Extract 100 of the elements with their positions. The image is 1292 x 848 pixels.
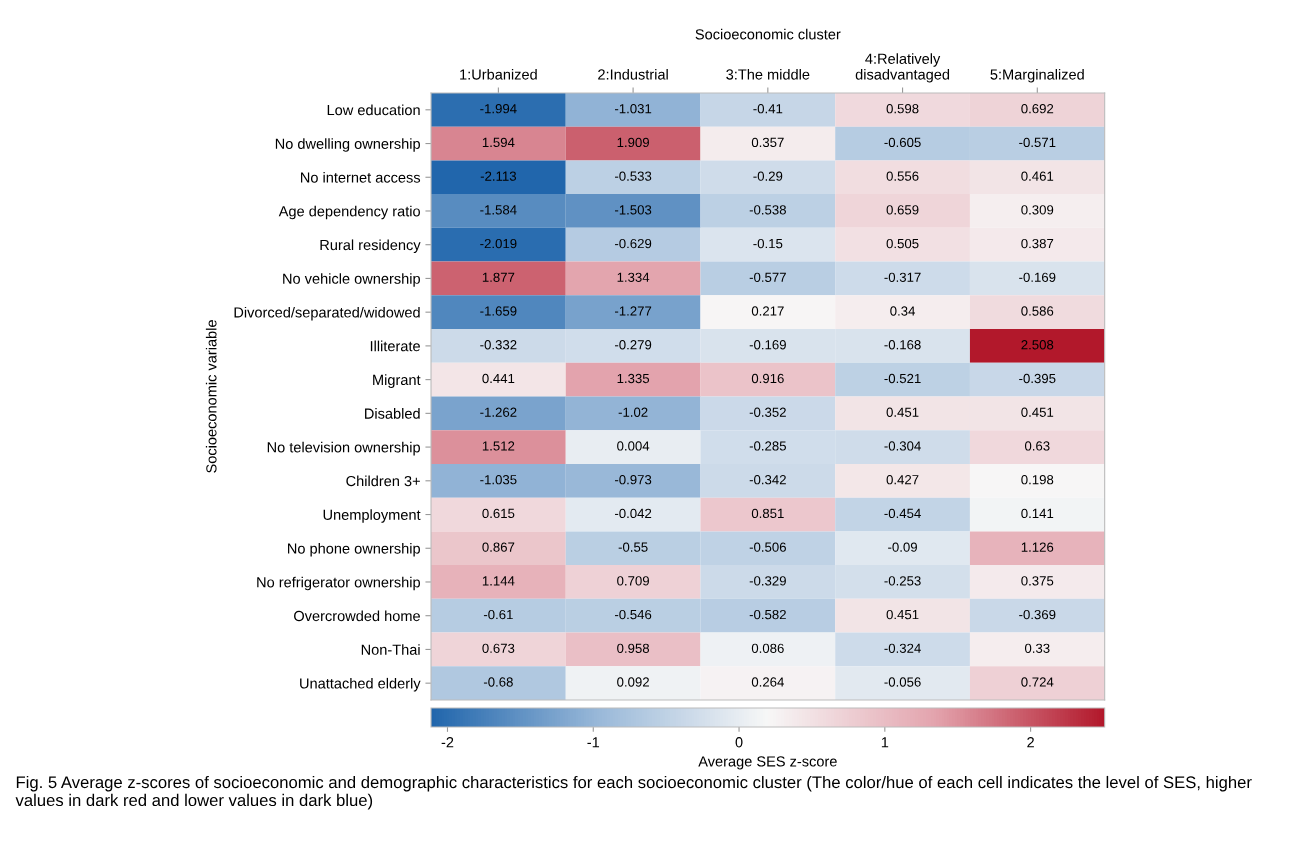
data-label: 1.144: [482, 576, 515, 586]
color-bar-label: 1: [881, 737, 889, 748]
data-label: 0.63: [1024, 441, 1050, 451]
color-bar-label: 0: [735, 737, 743, 748]
data-label: 0.004: [617, 441, 650, 451]
data-label: 0.586: [1021, 306, 1054, 316]
data-label: 1.877: [482, 272, 515, 282]
data-label: -0.521: [884, 373, 921, 384]
y-tick-label: Illiterate: [370, 340, 420, 352]
data-label: 0.427: [886, 475, 919, 485]
data-label: 0.264: [751, 677, 784, 687]
y-tick-label: No phone ownership: [288, 542, 420, 557]
data-label: -0.304: [884, 441, 921, 451]
data-label: 0.851: [751, 508, 784, 519]
data-label: -0.546: [614, 609, 652, 620]
data-label: 1.335: [617, 373, 650, 384]
data-label: -0.324: [884, 643, 921, 653]
data-label: 0.958: [617, 643, 650, 653]
data-label: 0.375: [1021, 576, 1054, 586]
data-label: -0.342: [749, 475, 786, 485]
y-tick-label: No internet access: [301, 171, 421, 183]
data-label: -0.09: [888, 542, 917, 552]
data-label: -0.973: [614, 475, 652, 485]
data-label: 0.387: [1021, 238, 1054, 249]
data-label: -0.533: [614, 171, 652, 181]
data-label: 2.508: [1021, 340, 1054, 350]
data-label: -1.994: [480, 104, 517, 114]
data-label: -0.056: [884, 677, 921, 687]
data-label: 1.594: [482, 137, 515, 148]
y-tick-label: Disabled: [365, 408, 420, 419]
data-label: 0.451: [1021, 407, 1054, 417]
data-label: 0.092: [617, 677, 649, 687]
data-label: 0.673: [482, 643, 515, 653]
y-tick-label: Low education: [327, 104, 420, 116]
data-label: -1.584: [480, 205, 517, 215]
color-bar-label: 2: [1027, 737, 1034, 748]
data-label: 0.33: [1024, 643, 1050, 653]
y-tick-label: No refrigerator ownership: [257, 576, 420, 591]
data-label: 1.126: [1021, 542, 1054, 552]
data-label: 0.461: [1021, 171, 1054, 181]
data-label: 0.556: [886, 171, 919, 181]
data-label: -1.035: [480, 475, 517, 485]
x-axis-title: Socioeconomic cluster: [695, 28, 841, 40]
data-label: 1.909: [617, 137, 649, 148]
y-tick-label: Unattached elderly: [300, 677, 421, 692]
data-label: 0.309: [1021, 205, 1054, 215]
data-label: 0.659: [886, 205, 919, 215]
data-label: -0.253: [884, 576, 921, 586]
data-label: -0.577: [749, 272, 786, 282]
data-label: -0.369: [1019, 609, 1056, 620]
data-label: -0.168: [884, 340, 921, 350]
data-label: 0.086: [751, 643, 784, 653]
data-label: 0.867: [482, 542, 515, 552]
data-label: -0.571: [1019, 137, 1056, 148]
y-tick-label: Overcrowded home: [294, 610, 420, 622]
data-label: -0.352: [749, 407, 786, 417]
x-tick-label: 3:The middle: [726, 68, 810, 80]
data-label: 0.441: [482, 373, 515, 384]
y-axis-title: Socioeconomic variable: [205, 320, 217, 473]
data-label: -0.506: [749, 542, 786, 552]
data-label: 0.724: [1021, 677, 1054, 687]
color-bar-title: Average SES z-score: [698, 756, 837, 770]
data-label: -2.019: [480, 238, 517, 249]
data-label: -0.55: [618, 542, 648, 552]
y-tick-label: No television ownership: [267, 441, 420, 456]
y-tick-label: Unemployment: [323, 509, 421, 523]
data-label: -0.629: [614, 238, 652, 249]
data-label: 1.512: [482, 441, 515, 451]
caption: Fig. 5 Average z-scores of socioeconomic and demographic characteristics for each socioeconomic cluster (The color/hue of each cell indicates the level of SES, higher values in dark red and lower values in dark blue): [15, 775, 1252, 810]
data-label: 0.692: [1021, 104, 1054, 114]
y-tick-label: No vehicle ownership: [283, 273, 420, 287]
data-label: 0.141: [1021, 508, 1054, 519]
y-tick-label: Children 3+: [346, 475, 420, 487]
data-label: -0.317: [884, 272, 921, 282]
x-tick-label: 5:Marginalized: [990, 68, 1084, 83]
data-label: 1.334: [617, 272, 650, 282]
data-label: 0.451: [886, 609, 919, 620]
data-label: -1.031: [614, 104, 652, 114]
data-label: -0.329: [749, 576, 786, 586]
x-tick-label: 2:Industrial: [598, 68, 668, 80]
data-label: -0.395: [1019, 373, 1056, 384]
data-label: 0.198: [1021, 475, 1054, 485]
data-label: -0.279: [614, 340, 652, 350]
x-tick-label: 1:Urbanized: [460, 68, 537, 80]
x-tick-label: 4:Relatively disadvantaged: [855, 53, 950, 83]
data-label: 0.357: [751, 137, 784, 148]
data-label: -0.042: [614, 508, 652, 519]
data-label: 0.451: [886, 407, 919, 417]
color-bar-label: -2: [441, 737, 454, 748]
data-label: 0.709: [617, 576, 649, 586]
data-label: -0.454: [884, 508, 921, 519]
data-label: 0.505: [886, 238, 919, 249]
data-label: -0.68: [483, 677, 513, 687]
y-tick-label: Divorced/separated/widowed: [234, 306, 420, 321]
data-label: -1.02: [618, 407, 648, 417]
data-label: 0.598: [886, 104, 919, 114]
y-tick-label: Age dependency ratio: [278, 205, 420, 220]
data-label: -0.15: [753, 238, 783, 249]
data-label: -1.659: [480, 306, 517, 316]
data-label: 0.615: [482, 508, 515, 519]
